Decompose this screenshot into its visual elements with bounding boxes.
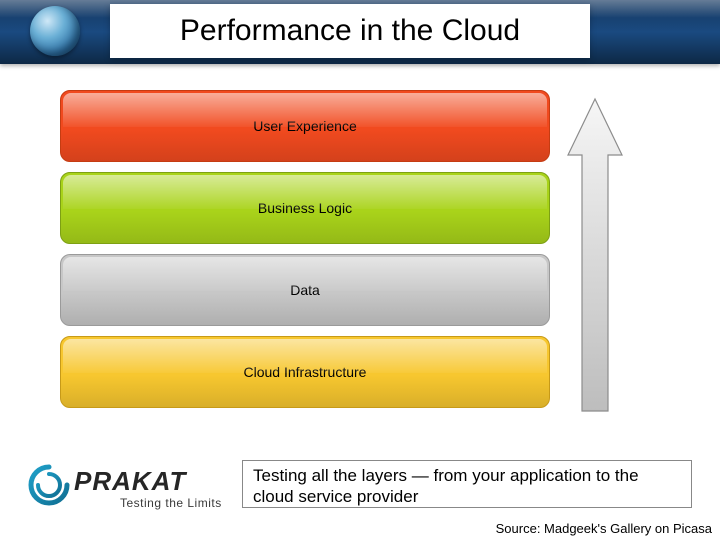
globe-icon xyxy=(30,6,80,56)
layer-business-logic: Business Logic xyxy=(60,172,550,244)
layer-diagram: User Experience Business Logic Data Clou… xyxy=(60,90,660,420)
company-logo: PRAKAT Testing the Limits xyxy=(28,460,238,524)
layer-cloud-infrastructure: Cloud Infrastructure xyxy=(60,336,550,408)
source-attribution: Source: Madgeek's Gallery on Picasa xyxy=(0,521,712,536)
slide-title: Performance in the Cloud xyxy=(110,4,590,58)
layer-data: Data xyxy=(60,254,550,326)
layers-column: User Experience Business Logic Data Clou… xyxy=(60,90,550,420)
logo-name: PRAKAT xyxy=(74,466,186,497)
caption-box: Testing all the layers — from your appli… xyxy=(242,460,692,508)
header-bar: Performance in the Cloud xyxy=(0,0,720,64)
up-arrow-icon xyxy=(564,95,626,415)
logo-swirl-icon xyxy=(28,464,70,506)
logo-tagline: Testing the Limits xyxy=(120,496,222,510)
layer-user-experience: User Experience xyxy=(60,90,550,162)
arrow-column xyxy=(550,90,640,420)
